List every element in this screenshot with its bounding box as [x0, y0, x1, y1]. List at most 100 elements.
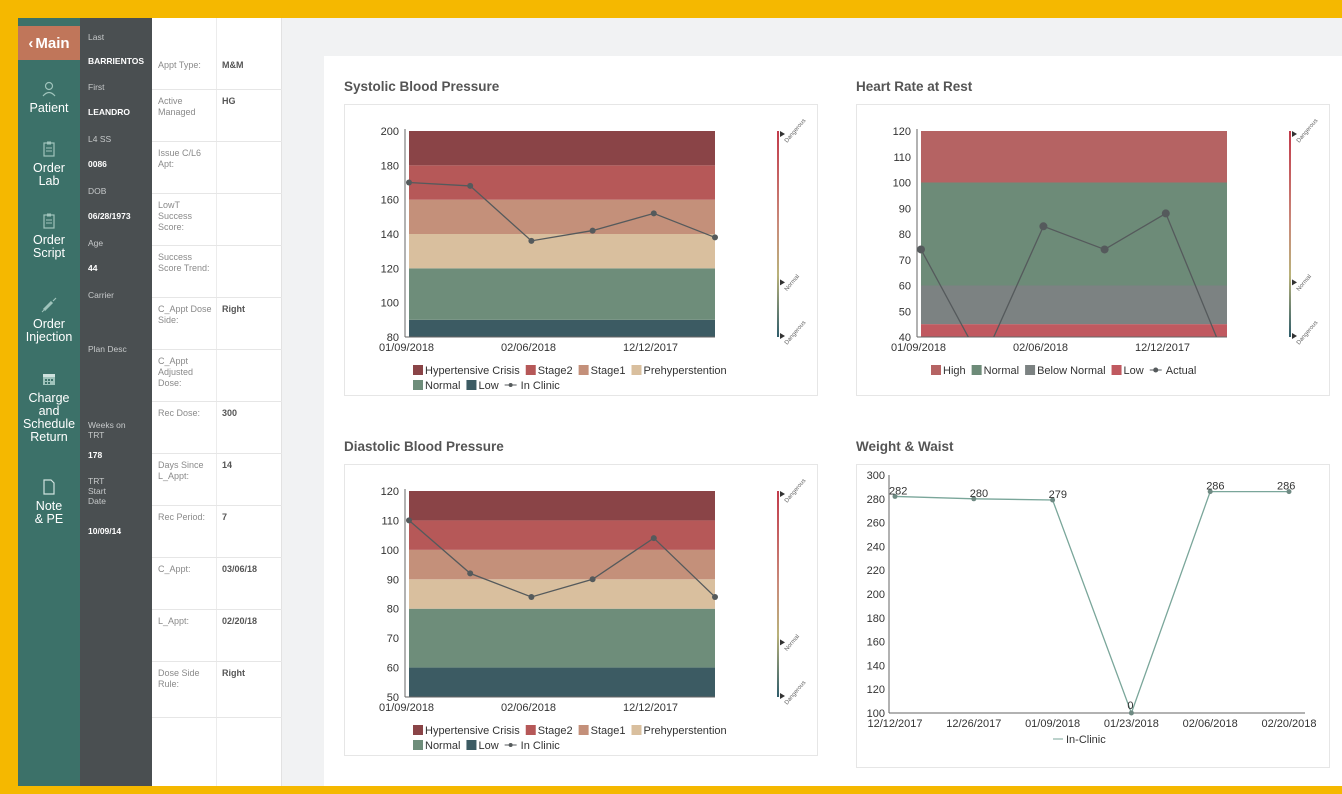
legend-label: High [943, 365, 966, 377]
appt-row: C_Appt Adjusted Dose: [152, 350, 282, 402]
plan-desc-label: Plan Desc [88, 344, 127, 354]
ssn-label: L4 SS [88, 134, 112, 144]
gauge-label: Dangerous [784, 680, 807, 706]
systolic-chart-card: 80 100 120 140 160 180 200 01/09/2018 02/06/2018… [344, 104, 818, 396]
gauge-bar [1289, 131, 1291, 337]
y-tick-label: 160 [381, 195, 399, 207]
nav-item-label: Patient [29, 101, 69, 115]
appt-row-value: 300 [222, 408, 238, 418]
legend-swatch [631, 365, 642, 375]
x-tick-label: 02/06/2018 [501, 342, 556, 354]
y-tick-label: 50 [387, 692, 399, 704]
calendar-icon [43, 374, 55, 385]
legend-label: Actual [1166, 365, 1197, 377]
appt-row-label: LowT Success Score: [158, 200, 193, 232]
series-line [408, 181, 716, 242]
legend-label: In-Clinic [1066, 734, 1106, 746]
appt-row-label: Days Since L_Appt: [158, 460, 204, 481]
nav-item-charge-schedule[interactable]: Charge and Schedule Return [18, 370, 80, 444]
band-normal [409, 608, 715, 668]
heart-rate-chart-card: 40 50 60 70 80 90 100 110 120 01/09/2018 02/06/201… [856, 104, 1330, 396]
main-button[interactable]: ‹ Main [18, 26, 80, 60]
appt-row-value: Right [222, 304, 245, 314]
y-tick-label: 70 [899, 255, 911, 267]
patient-panel: Last BARRIENTOS First LEANDRO L4 SS 0086… [80, 18, 152, 786]
appt-row-value: M&M [222, 60, 244, 70]
data-point [971, 496, 977, 502]
gauge-label: Dangerous [1296, 118, 1319, 144]
legend-label: Prehyperstention [644, 365, 727, 377]
legend-label: Hypertensive Crisis [425, 365, 520, 377]
appt-row-label: Active Managed [158, 96, 196, 117]
nav-item-order-injection[interactable]: Order Injection [18, 296, 80, 344]
band-prehyperstention [409, 234, 715, 269]
x-tick-label: 12/12/2017 [623, 702, 678, 714]
data-point [1286, 489, 1292, 495]
appt-row: Issue C/L6 Apt: [152, 142, 282, 194]
nav-item-note-pe[interactable]: Note & PE [18, 478, 80, 526]
y-tick-label: 200 [867, 589, 885, 601]
nav-item-patient[interactable]: Patient [18, 80, 80, 115]
appt-row-label: Rec Period: [158, 512, 206, 522]
data-label: 279 [1049, 489, 1067, 501]
appt-row: Success Score Trend: [152, 246, 282, 298]
y-tick-label: 100 [867, 708, 885, 720]
nav-item-order-script[interactable]: Order Script [18, 212, 80, 260]
y-tick-label: 60 [387, 663, 399, 675]
legend-swatch [578, 725, 589, 735]
x-tick-label: 01/09/2018 [379, 702, 434, 714]
appt-row-label: C_Appt Adjusted Dose: [158, 356, 194, 388]
legend-swatch [525, 725, 536, 735]
legend-label: Low [478, 380, 498, 392]
gauge-marker-icon [780, 279, 785, 286]
data-label: 280 [970, 488, 988, 500]
y-tick-label: 160 [867, 637, 885, 649]
last-name-value: BARRIENTOS [88, 56, 145, 66]
first-name-value: LEANDRO [88, 107, 131, 117]
last-name-label: Last [88, 32, 105, 42]
y-tick-label: 80 [899, 229, 911, 241]
legend-swatch [1111, 365, 1122, 375]
legend-swatch [466, 740, 477, 750]
legend-label: Normal [425, 740, 460, 752]
dashboard-content: Systolic Blood Pressure 80 100 120 140 160 18… [324, 56, 1342, 786]
ssn-value: 0086 [88, 159, 107, 169]
x-tick-label: 01/09/2018 [379, 342, 434, 354]
legend-swatch [931, 365, 941, 375]
band-high [921, 131, 1227, 183]
appt-row: LowT Success Score: [152, 194, 282, 246]
data-point [917, 245, 925, 254]
y-tick-label: 180 [867, 613, 885, 625]
appt-row: Days Since L_Appt: 14 [152, 454, 282, 506]
data-label: 286 [1277, 481, 1295, 493]
y-tick-label: 40 [899, 332, 911, 344]
clipboard-icon [43, 213, 55, 229]
band-low [409, 667, 715, 697]
y-tick-label: 180 [381, 160, 399, 172]
legend-label: Stage1 [591, 365, 626, 377]
legend-label: Prehyperstention [644, 725, 727, 737]
x-tick-label: 12/12/2017 [623, 342, 678, 354]
first-name-label: First [88, 82, 105, 92]
appt-row: Active Managed HG [152, 90, 282, 142]
gauge-marker-icon [780, 639, 785, 646]
y-tick-label: 70 [387, 633, 399, 645]
band-prehyperstention [409, 579, 715, 609]
gauge-marker-icon [1292, 279, 1297, 286]
gauge-bar [777, 131, 779, 337]
appt-row-value: 7 [222, 512, 228, 522]
weight-chart-card: 100 120 140 160 180 200 220 240 260 280 300 12/12/2… [856, 464, 1330, 768]
age-label: Age [88, 238, 104, 248]
band-hypertensive-crisis [409, 131, 715, 166]
y-tick-label: 140 [381, 229, 399, 241]
systolic-title: Systolic Blood Pressure [344, 79, 500, 94]
gauge-label: Normal [784, 274, 801, 293]
y-tick-label: 260 [867, 518, 885, 530]
carrier-label: Carrier [88, 290, 114, 300]
y-tick-label: 120 [867, 684, 885, 696]
legend-swatch [578, 365, 589, 375]
nav-item-order-lab[interactable]: Order Lab [18, 140, 80, 188]
data-point [1039, 222, 1048, 231]
document-icon [43, 479, 55, 495]
legend-swatch [1025, 365, 1036, 375]
